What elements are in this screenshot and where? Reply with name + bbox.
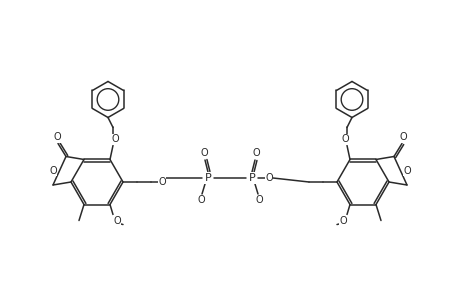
Text: O: O [53, 133, 61, 142]
Text: O: O [255, 195, 262, 205]
Text: P: P [248, 173, 255, 183]
Text: O: O [111, 134, 118, 145]
Text: O: O [402, 166, 410, 176]
Text: O: O [113, 215, 121, 226]
Text: O: O [200, 148, 207, 158]
Text: P: P [204, 173, 211, 183]
Text: O: O [398, 133, 406, 142]
Text: O: O [264, 173, 272, 183]
Text: O: O [341, 134, 348, 145]
Text: O: O [49, 166, 57, 176]
Text: O: O [158, 177, 165, 187]
Text: O: O [197, 195, 204, 205]
Text: O: O [252, 148, 259, 158]
Text: O: O [338, 215, 346, 226]
